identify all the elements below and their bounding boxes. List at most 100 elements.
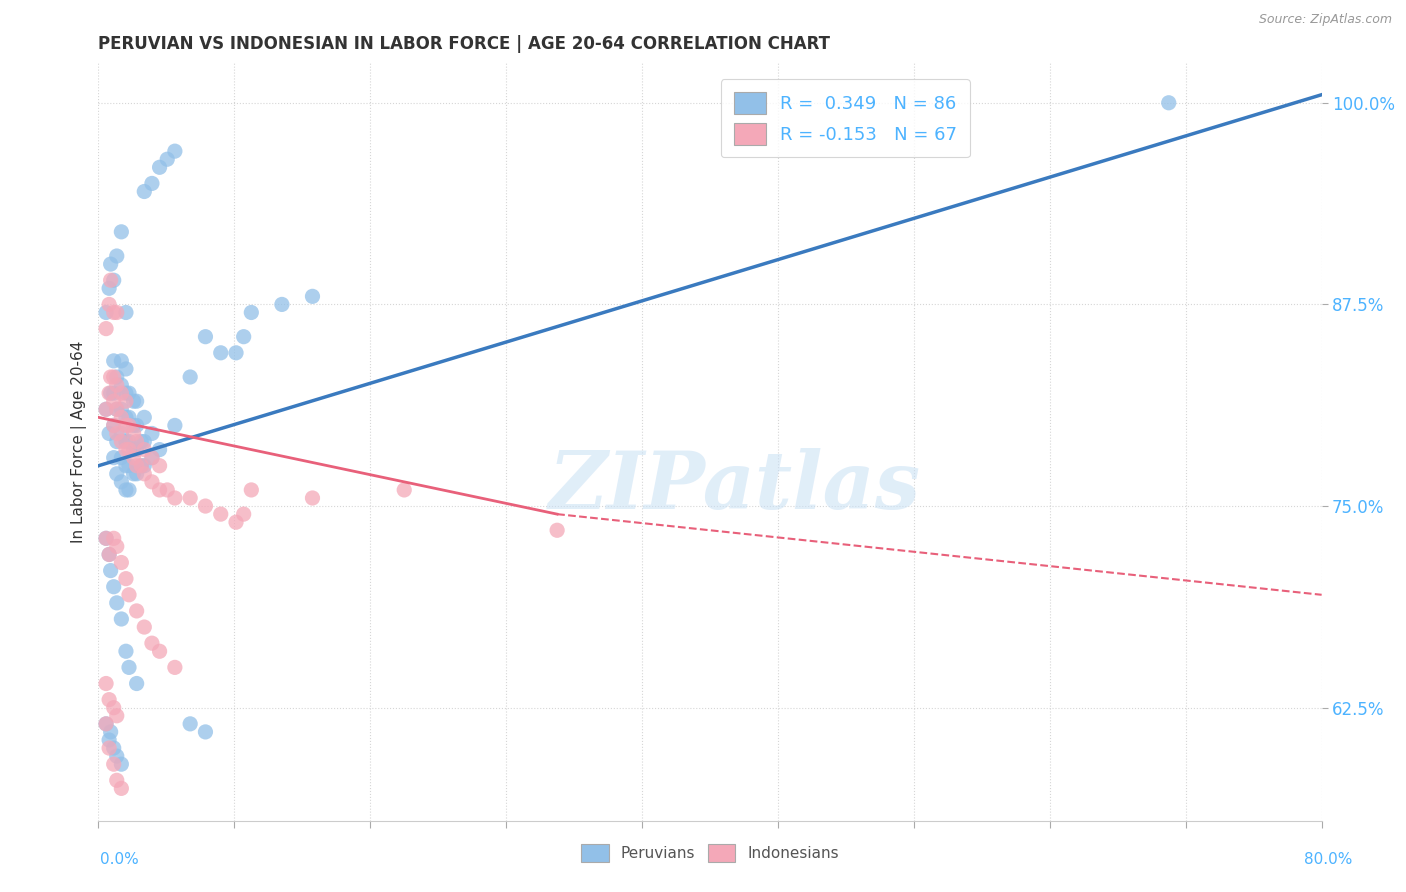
- Point: [105, 773, 128, 788]
- Point: [179, 491, 201, 505]
- Point: [103, 273, 125, 287]
- Point: [118, 386, 141, 401]
- Point: [100, 257, 122, 271]
- Point: [103, 354, 125, 368]
- Point: [110, 450, 132, 465]
- Point: [122, 450, 145, 465]
- Point: [103, 386, 125, 401]
- Point: [105, 305, 128, 319]
- Point: [115, 442, 138, 457]
- Point: [149, 161, 172, 175]
- Point: [100, 386, 122, 401]
- Point: [110, 757, 132, 772]
- Point: [105, 708, 128, 723]
- Point: [94, 532, 117, 546]
- Point: [141, 177, 163, 191]
- Point: [110, 426, 132, 441]
- Point: [156, 483, 179, 497]
- Point: [141, 426, 163, 441]
- Point: [100, 725, 122, 739]
- Point: [141, 450, 163, 465]
- Point: [105, 402, 128, 417]
- Point: [110, 378, 132, 392]
- Point: [94, 716, 117, 731]
- Point: [115, 386, 138, 401]
- Point: [103, 418, 125, 433]
- Point: [105, 434, 128, 449]
- Point: [110, 354, 132, 368]
- Point: [115, 418, 138, 433]
- Point: [103, 580, 125, 594]
- Point: [118, 588, 141, 602]
- Point: [105, 467, 128, 481]
- Text: 0.0%: 0.0%: [100, 852, 139, 867]
- Point: [129, 458, 152, 473]
- Point: [141, 636, 163, 650]
- Point: [98, 548, 121, 562]
- Point: [100, 370, 122, 384]
- Point: [94, 716, 117, 731]
- Point: [122, 418, 145, 433]
- Point: [98, 281, 121, 295]
- Point: [232, 329, 254, 343]
- Point: [125, 418, 148, 433]
- Point: [110, 410, 132, 425]
- Point: [122, 467, 145, 481]
- Point: [118, 660, 141, 674]
- Point: [98, 426, 121, 441]
- Point: [194, 499, 217, 513]
- Point: [110, 612, 132, 626]
- Point: [134, 620, 156, 634]
- Point: [125, 458, 148, 473]
- Point: [129, 434, 152, 449]
- Point: [105, 370, 128, 384]
- Y-axis label: In Labor Force | Age 20-64: In Labor Force | Age 20-64: [72, 341, 87, 542]
- Point: [163, 660, 186, 674]
- Point: [110, 225, 132, 239]
- Point: [110, 781, 132, 796]
- Point: [194, 725, 217, 739]
- Point: [94, 402, 117, 417]
- Point: [98, 548, 121, 562]
- Point: [103, 532, 125, 546]
- Point: [546, 523, 568, 537]
- Point: [110, 434, 132, 449]
- Point: [122, 442, 145, 457]
- Point: [118, 434, 141, 449]
- Point: [115, 434, 138, 449]
- Point: [110, 402, 132, 417]
- Point: [392, 483, 416, 497]
- Point: [100, 273, 122, 287]
- Point: [179, 716, 201, 731]
- Point: [110, 475, 132, 489]
- Text: 80.0%: 80.0%: [1305, 852, 1353, 867]
- Point: [129, 458, 152, 473]
- Point: [122, 394, 145, 409]
- Point: [301, 289, 323, 303]
- Point: [301, 491, 323, 505]
- Point: [103, 370, 125, 384]
- Point: [105, 249, 128, 263]
- Point: [134, 442, 156, 457]
- Point: [115, 305, 138, 319]
- Point: [149, 442, 172, 457]
- Point: [105, 540, 128, 554]
- Point: [134, 410, 156, 425]
- Point: [194, 329, 217, 343]
- Point: [98, 386, 121, 401]
- Point: [103, 450, 125, 465]
- Point: [118, 418, 141, 433]
- Point: [209, 346, 232, 360]
- Point: [232, 507, 254, 521]
- Point: [98, 733, 121, 747]
- Point: [240, 483, 263, 497]
- Point: [115, 410, 138, 425]
- Point: [103, 394, 125, 409]
- Point: [125, 467, 148, 481]
- Point: [163, 491, 186, 505]
- Point: [94, 532, 117, 546]
- Point: [103, 741, 125, 756]
- Point: [94, 402, 117, 417]
- Point: [94, 305, 117, 319]
- Point: [98, 741, 121, 756]
